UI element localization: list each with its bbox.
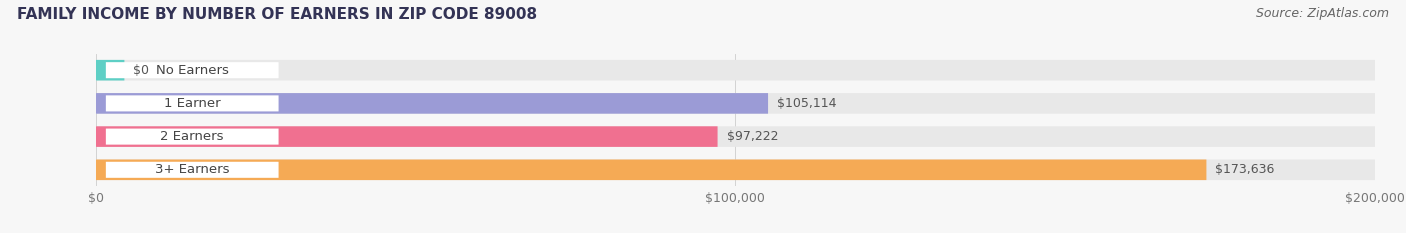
Text: $173,636: $173,636 — [1215, 163, 1275, 176]
Text: No Earners: No Earners — [156, 64, 229, 77]
Text: $97,222: $97,222 — [727, 130, 778, 143]
FancyBboxPatch shape — [96, 160, 1375, 180]
FancyBboxPatch shape — [105, 95, 278, 111]
FancyBboxPatch shape — [96, 126, 717, 147]
Text: Source: ZipAtlas.com: Source: ZipAtlas.com — [1256, 7, 1389, 20]
Text: FAMILY INCOME BY NUMBER OF EARNERS IN ZIP CODE 89008: FAMILY INCOME BY NUMBER OF EARNERS IN ZI… — [17, 7, 537, 22]
FancyBboxPatch shape — [96, 60, 124, 80]
Text: 3+ Earners: 3+ Earners — [155, 163, 229, 176]
FancyBboxPatch shape — [96, 93, 1375, 114]
FancyBboxPatch shape — [105, 129, 278, 145]
FancyBboxPatch shape — [96, 126, 1375, 147]
FancyBboxPatch shape — [105, 62, 278, 78]
Text: $105,114: $105,114 — [778, 97, 837, 110]
FancyBboxPatch shape — [96, 60, 1375, 80]
FancyBboxPatch shape — [96, 160, 1206, 180]
Text: 2 Earners: 2 Earners — [160, 130, 224, 143]
FancyBboxPatch shape — [105, 162, 278, 178]
Text: $0: $0 — [134, 64, 149, 77]
FancyBboxPatch shape — [96, 93, 768, 114]
Text: 1 Earner: 1 Earner — [165, 97, 221, 110]
